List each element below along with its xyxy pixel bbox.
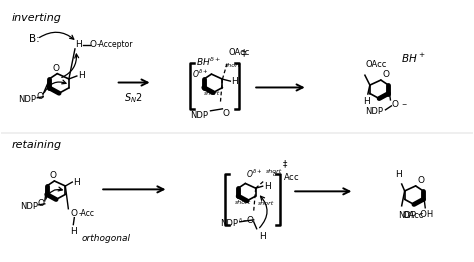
Text: -Acceptor: -Acceptor: [97, 40, 133, 50]
Text: O: O: [246, 216, 254, 225]
Text: short: short: [258, 200, 274, 205]
Text: H: H: [70, 227, 77, 236]
Text: NDP: NDP: [20, 202, 38, 211]
Text: short: short: [235, 200, 251, 205]
Text: B:: B:: [29, 34, 40, 44]
Text: O: O: [53, 64, 60, 73]
Text: O: O: [50, 171, 57, 180]
Text: $O^{\delta+}$: $O^{\delta+}$: [192, 68, 210, 80]
Text: $^{\delta-}$: $^{\delta-}$: [238, 217, 248, 223]
Text: $^{\ddagger}$: $^{\ddagger}$: [283, 160, 289, 173]
Text: orthogonal: orthogonal: [81, 234, 130, 243]
Text: O: O: [222, 109, 229, 118]
Text: H: H: [75, 40, 82, 50]
Text: NDP: NDP: [220, 219, 238, 228]
Text: $S_N2$: $S_N2$: [124, 91, 143, 105]
Text: O: O: [70, 209, 77, 218]
Text: NDP: NDP: [365, 107, 383, 116]
Text: short: short: [204, 90, 220, 96]
Text: O: O: [90, 40, 97, 50]
Text: inverting: inverting: [11, 13, 61, 23]
Text: $^-$: $^-$: [401, 100, 408, 109]
Text: OAcc: OAcc: [228, 48, 250, 57]
Text: H: H: [264, 182, 270, 191]
Text: O: O: [36, 92, 43, 101]
Text: H: H: [78, 72, 84, 80]
Text: short: short: [226, 63, 242, 68]
Text: short: short: [265, 169, 282, 174]
Text: H: H: [395, 170, 402, 179]
Text: OAcc: OAcc: [403, 211, 424, 220]
Text: NDP: NDP: [18, 95, 36, 104]
Text: O: O: [392, 100, 399, 109]
Text: H: H: [364, 97, 370, 106]
Text: -Acc: -Acc: [78, 209, 94, 218]
Text: $BH^+$: $BH^+$: [401, 52, 426, 65]
Text: H: H: [73, 178, 80, 187]
Text: retaining: retaining: [11, 140, 62, 150]
Text: $^{\ddagger}$: $^{\ddagger}$: [241, 49, 247, 62]
Text: $O^{\delta+}$: $O^{\delta+}$: [246, 168, 264, 181]
Text: H: H: [259, 232, 265, 241]
Text: O: O: [383, 70, 390, 79]
Text: $BH^{\delta+}$: $BH^{\delta+}$: [195, 56, 221, 68]
Text: NDP: NDP: [398, 211, 416, 220]
Text: -OH: -OH: [417, 210, 434, 219]
Text: H: H: [231, 77, 238, 86]
Text: NDP: NDP: [191, 111, 209, 120]
Text: O: O: [418, 176, 425, 185]
Text: $^{\delta-}$Acc: $^{\delta-}$Acc: [272, 170, 299, 183]
Text: OAcc: OAcc: [366, 60, 387, 69]
Text: O: O: [38, 199, 45, 208]
